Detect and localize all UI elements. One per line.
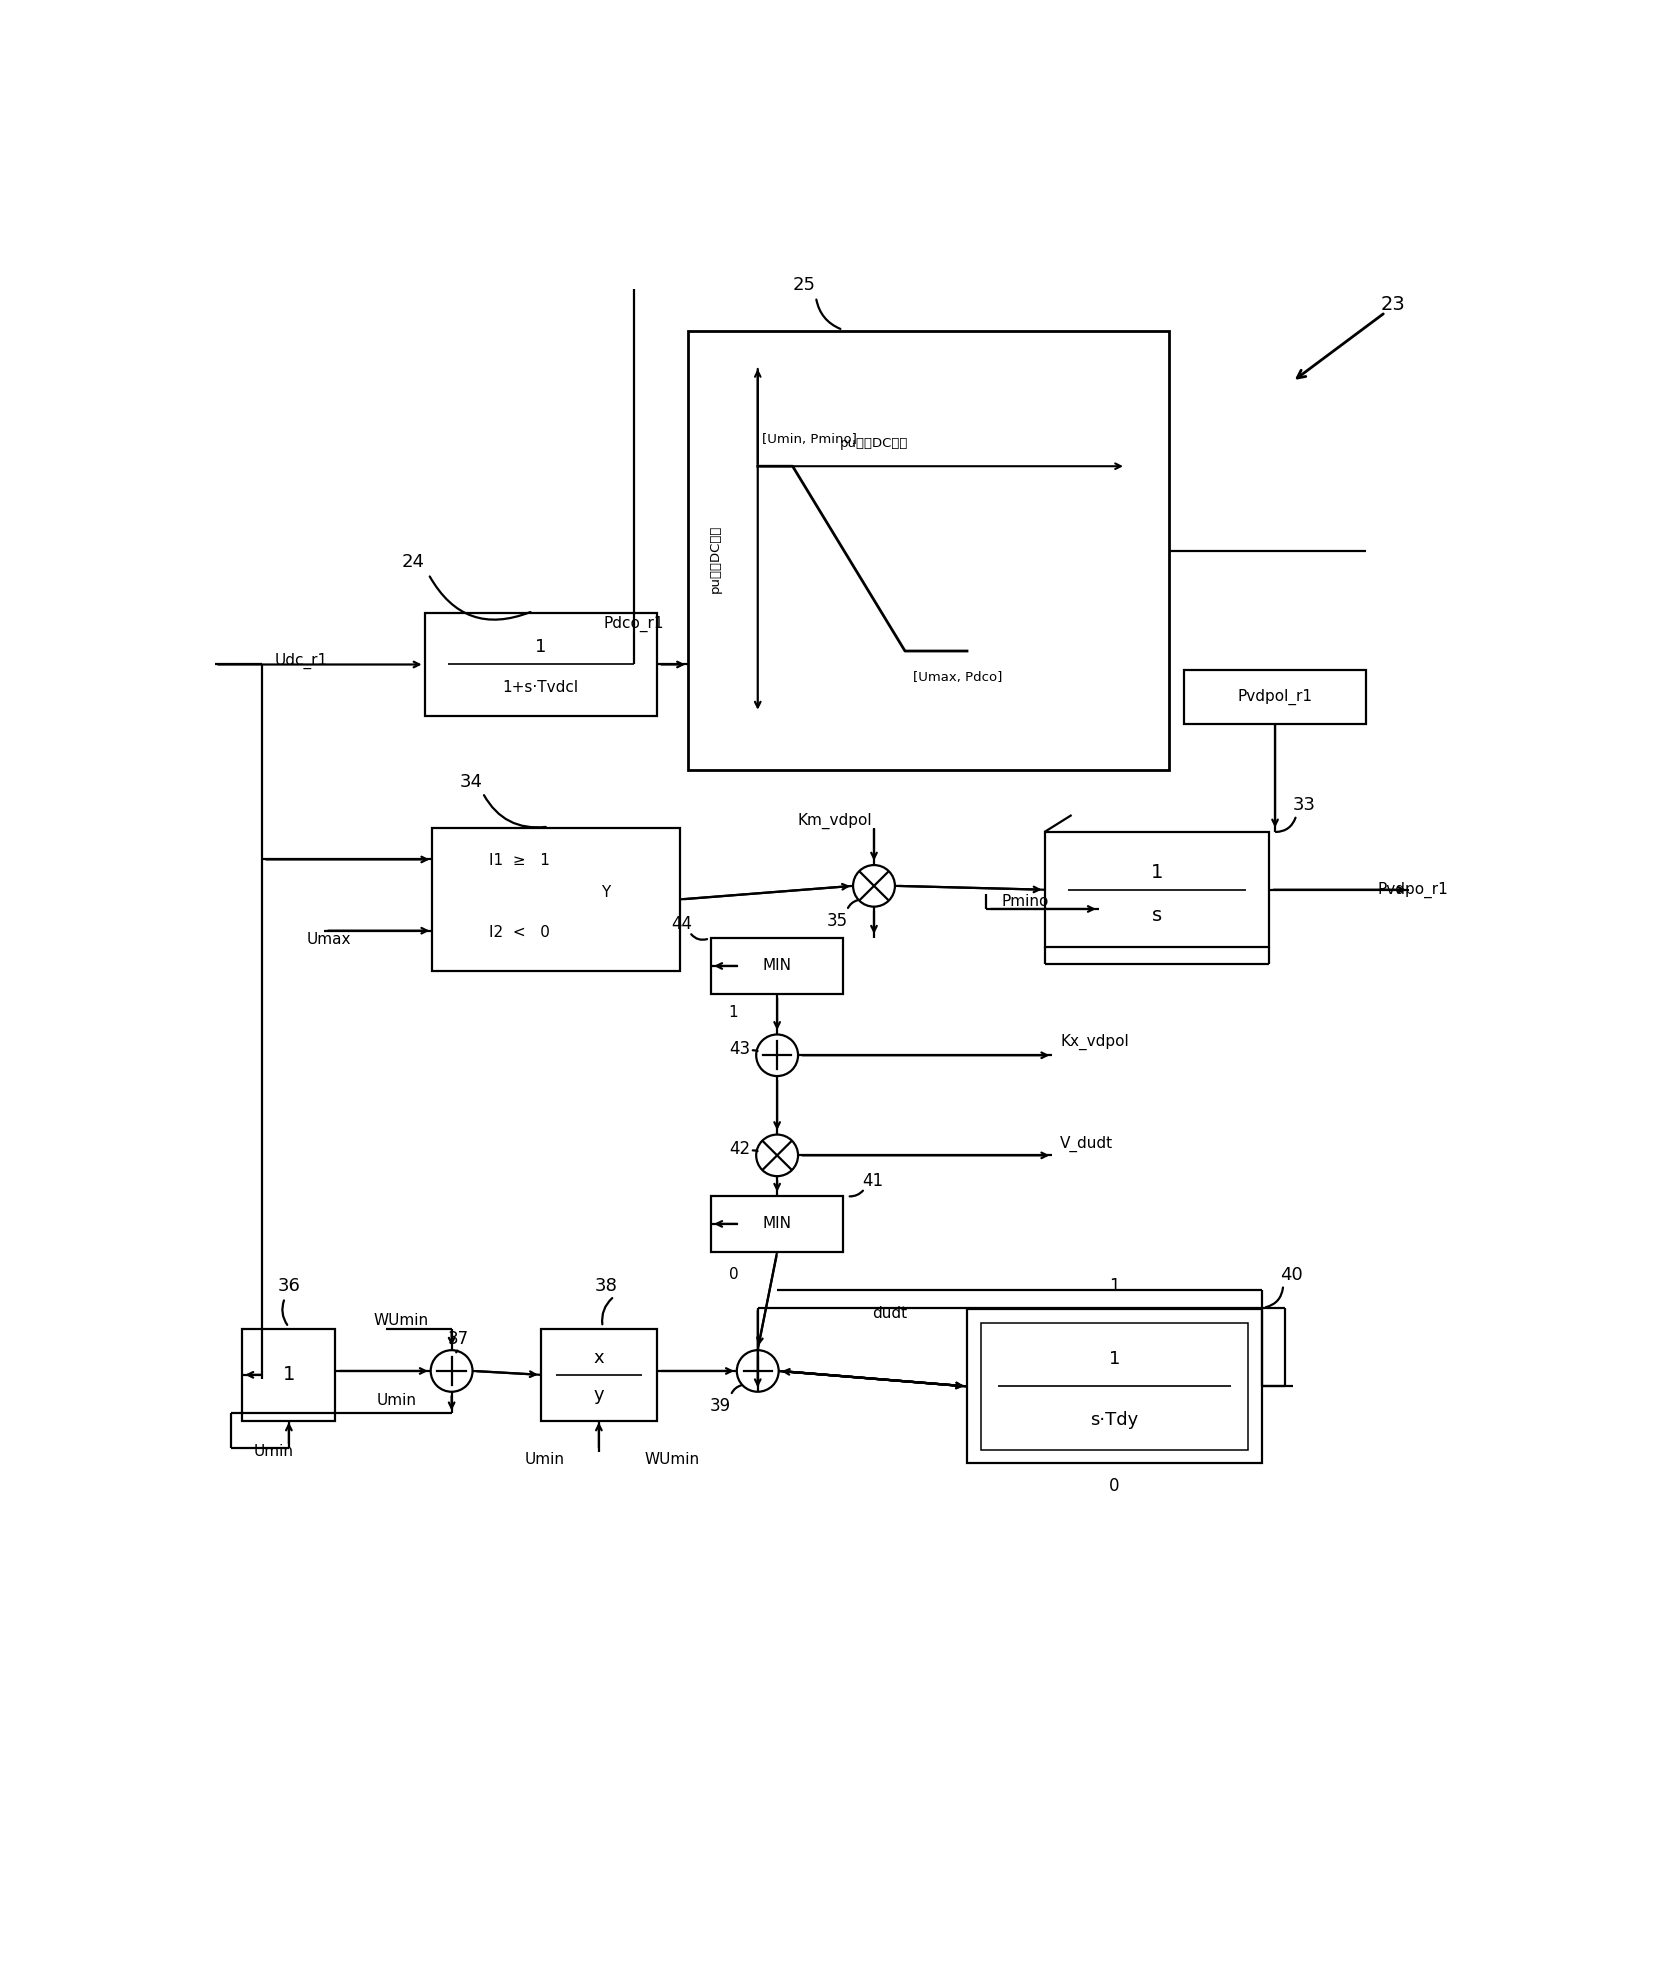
Text: 36: 36 <box>277 1277 300 1294</box>
Text: Umin: Umin <box>525 1452 564 1468</box>
Bar <box>981 1324 1248 1450</box>
Text: 1: 1 <box>282 1365 295 1385</box>
Text: Y: Y <box>601 884 611 900</box>
Text: I2  <   0: I2 < 0 <box>488 925 549 939</box>
Text: 0: 0 <box>729 1267 739 1282</box>
Bar <box>541 1328 657 1421</box>
Text: Umax: Umax <box>307 933 350 947</box>
Text: [Umin, Pmino]: [Umin, Pmino] <box>762 432 857 446</box>
Text: 35: 35 <box>827 912 847 929</box>
Text: 38: 38 <box>596 1277 618 1294</box>
Text: 1+s·Tvdcl: 1+s·Tvdcl <box>503 681 579 694</box>
Text: MIN: MIN <box>762 1217 792 1231</box>
Text: Pmino: Pmino <box>1003 894 1049 910</box>
Text: MIN: MIN <box>762 959 792 973</box>
Text: [Umax, Pdco]: [Umax, Pdco] <box>913 671 1003 685</box>
Text: x: x <box>594 1350 604 1367</box>
Text: I1  ≥   1: I1 ≥ 1 <box>488 854 549 868</box>
Text: 1: 1 <box>1109 1277 1119 1294</box>
Circle shape <box>757 1134 798 1176</box>
Text: 1: 1 <box>729 1006 739 1020</box>
Bar <box>710 1196 843 1251</box>
Bar <box>432 829 681 971</box>
Text: 23: 23 <box>1381 296 1406 314</box>
Bar <box>710 939 843 994</box>
Text: 25: 25 <box>793 276 815 294</box>
Text: s·Tdy: s·Tdy <box>1091 1411 1139 1428</box>
Text: 0: 0 <box>1109 1478 1119 1496</box>
Text: 37: 37 <box>447 1330 468 1348</box>
Text: Km_vdpol: Km_vdpol <box>798 813 873 829</box>
Text: 41: 41 <box>862 1172 883 1190</box>
Text: 1: 1 <box>1109 1350 1121 1367</box>
Text: s: s <box>1152 906 1162 925</box>
Bar <box>968 1310 1262 1464</box>
Circle shape <box>757 1034 798 1075</box>
Circle shape <box>430 1350 473 1391</box>
Bar <box>242 1328 335 1421</box>
Text: V_dudt: V_dudt <box>1061 1136 1114 1152</box>
Bar <box>687 331 1169 769</box>
Text: 33: 33 <box>1293 795 1316 815</box>
Circle shape <box>737 1350 779 1391</box>
Text: y: y <box>594 1387 604 1405</box>
Text: 40: 40 <box>1280 1267 1303 1284</box>
Text: 44: 44 <box>671 915 692 933</box>
Text: WUmin: WUmin <box>374 1314 428 1328</box>
Text: 1: 1 <box>1150 862 1164 882</box>
Text: 34: 34 <box>460 773 483 791</box>
Text: pu中的DC功率: pu中的DC功率 <box>709 525 722 592</box>
Bar <box>1044 833 1270 947</box>
Text: pu中的DC电压: pu中的DC电压 <box>840 436 908 450</box>
Text: Pvdpo_r1: Pvdpo_r1 <box>1378 882 1449 898</box>
Text: Umin: Umin <box>254 1444 294 1460</box>
Text: Udc_r1: Udc_r1 <box>274 653 327 669</box>
Text: 1: 1 <box>535 637 546 655</box>
Text: Umin: Umin <box>377 1393 417 1407</box>
Text: WUmin: WUmin <box>646 1452 701 1468</box>
Text: dudt: dudt <box>872 1306 906 1320</box>
Bar <box>425 612 657 716</box>
Text: Kx_vdpol: Kx_vdpol <box>1061 1034 1129 1050</box>
Text: 24: 24 <box>402 554 425 572</box>
Circle shape <box>853 864 895 908</box>
Text: 43: 43 <box>729 1040 750 1058</box>
Text: 42: 42 <box>729 1140 750 1158</box>
Text: Pdco_r1: Pdco_r1 <box>604 616 664 631</box>
Text: 39: 39 <box>710 1397 730 1415</box>
Bar <box>1184 671 1366 724</box>
Text: Pvdpol_r1: Pvdpol_r1 <box>1238 689 1313 704</box>
